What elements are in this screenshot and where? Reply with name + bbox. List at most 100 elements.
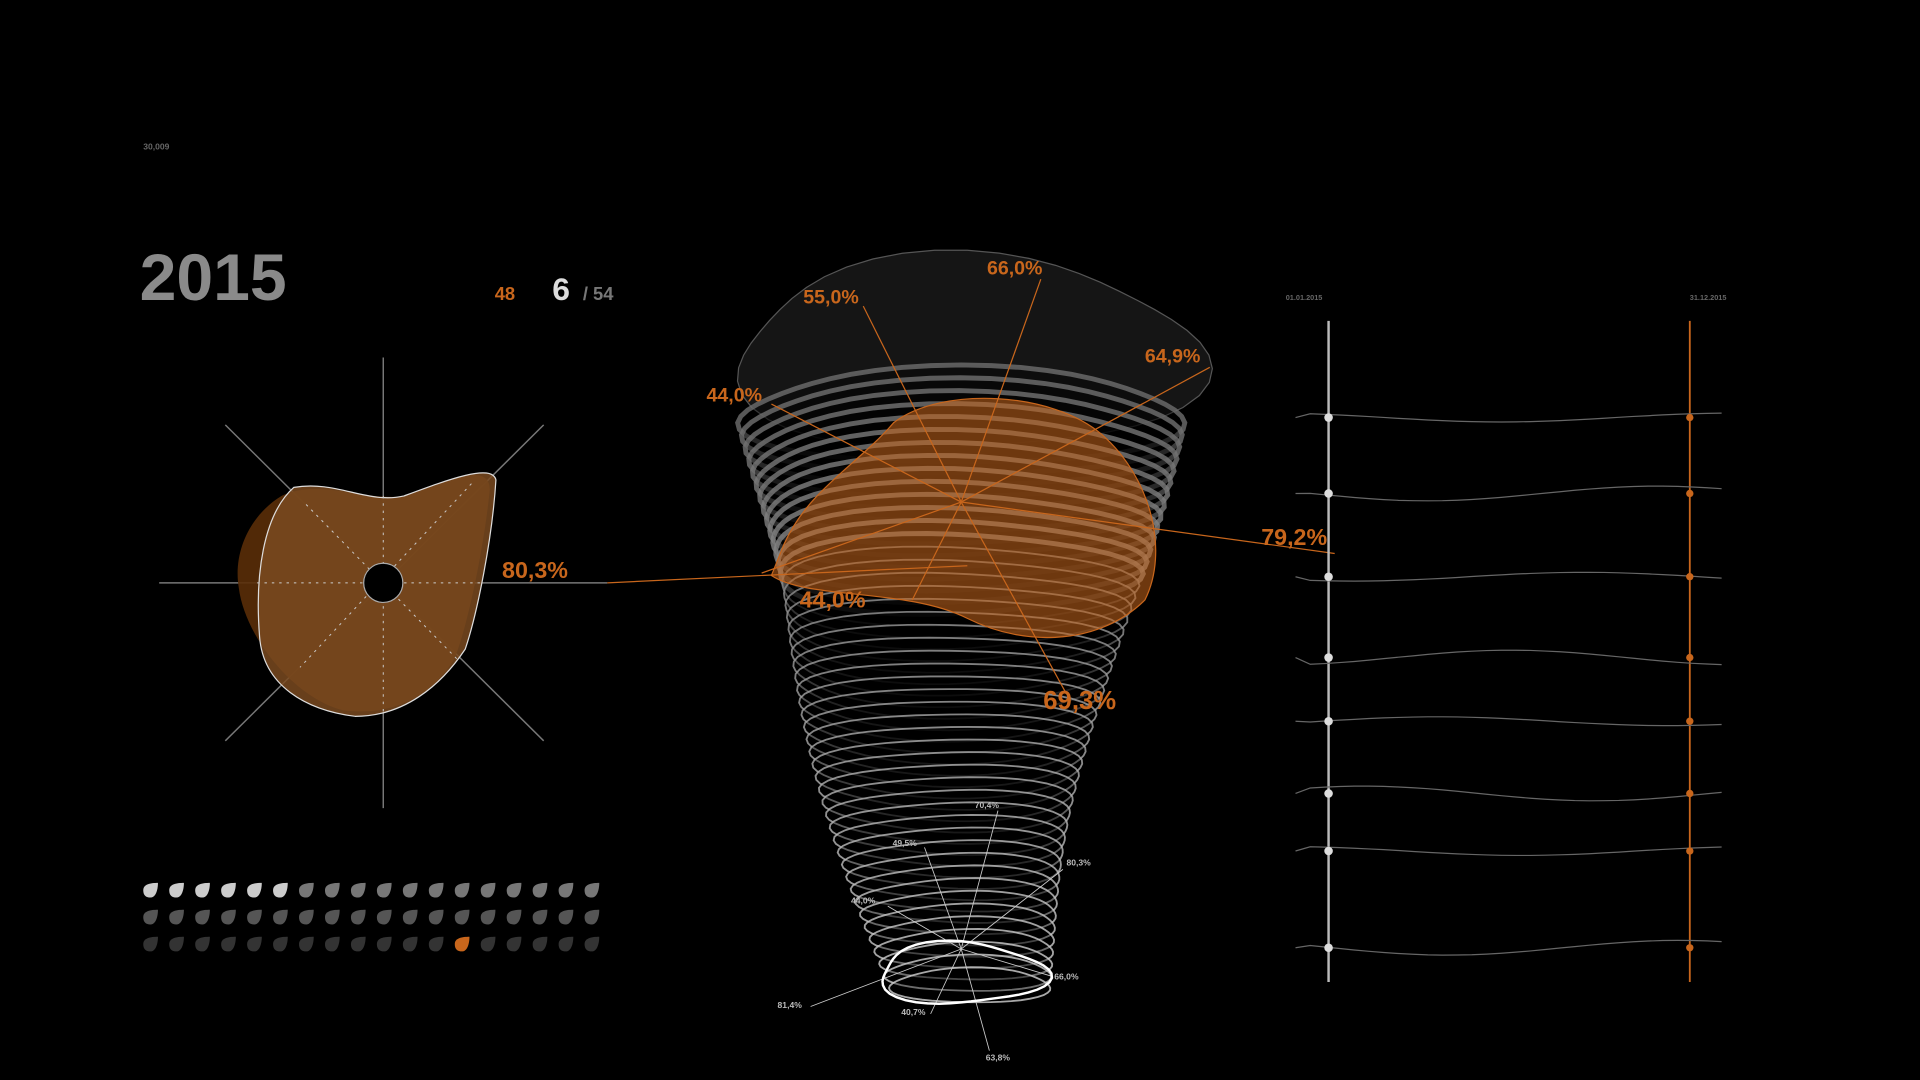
left-radial [159,357,608,809]
thumbnail [143,936,158,952]
timeline-wave [1295,785,1722,802]
tower-label: 69,3% [1043,687,1116,715]
thumbnail [376,882,392,898]
thumbnail [506,882,522,898]
thumbnail [299,909,314,925]
thumbnail [402,882,418,898]
end-dot [1686,489,1694,498]
thumbnail [558,882,574,898]
thumbnail [195,936,210,952]
tower-contour [849,864,1060,913]
year: 2015 [140,241,287,315]
bottom-spoke [924,847,962,950]
thumbnail [532,882,548,898]
radial-label: 80,3% [502,557,568,583]
tower-spoke [911,501,962,601]
timeline-wave [1295,485,1722,502]
bottom-label: 70,4% [975,800,1000,810]
thumbnail [273,936,288,952]
end-dot [1686,847,1694,855]
thumbnail [428,936,444,952]
tower-spoke [771,403,962,503]
tower-spoke [960,501,1066,693]
code: 30,009 [143,141,169,151]
tower-spoke [960,366,1211,503]
timeline-wave [1295,716,1722,727]
end-dot [1686,717,1694,725]
tower-label: 79,2% [1261,524,1327,550]
thumbnail [402,909,418,925]
thumbnail [402,936,418,952]
thumbnail [324,882,340,898]
bottom-label: 63,8% [986,1052,1011,1062]
thumbnail [221,882,236,898]
tower-label: 55,0% [803,287,859,309]
tower-spoke [960,278,1042,503]
tower-contour [796,662,1106,732]
tower-contour [805,713,1091,777]
thumbnail [324,936,340,952]
connector [607,565,968,584]
tower-contour [836,826,1064,879]
start-dot [1324,846,1333,856]
thumbnail [247,909,262,925]
thumbnail [299,882,314,898]
timeline-wave [1295,939,1722,956]
thumbnail [324,909,340,925]
thumbnail [454,882,470,898]
bottom-label: 44,0% [851,896,876,906]
start-dot [1324,413,1333,422]
thumbnail [558,936,574,952]
thumbnail [428,909,444,925]
thumbnail [169,936,184,952]
end-dot [1686,573,1694,581]
start-dot [1324,943,1333,953]
end-dot [1686,653,1694,662]
thumbnail [350,909,366,925]
tower-contour [873,927,1054,969]
tower-label: 66,0% [987,257,1043,279]
tower-spoke [761,501,962,574]
thumbnail [584,936,600,952]
thumbnail [247,936,262,952]
thumbnail [454,909,470,925]
timeline-wave [1295,649,1722,666]
start-dot [1324,572,1333,582]
thumbnail [195,882,210,898]
thumbnail [532,936,548,952]
bottom-label: 81,4% [778,1000,803,1010]
thumbnail [584,882,600,898]
current: 48 [495,283,515,304]
thumbnail [247,882,262,898]
thumbnail [169,882,184,898]
thumbnail [273,909,288,925]
thumbnail [558,909,574,925]
tower-spoke [862,305,962,503]
tower-contour [868,915,1055,958]
start-dot [1324,789,1333,798]
thumbnail [376,909,392,925]
thumbnail [584,909,600,925]
start-dot [1324,716,1333,726]
tower-label: 64,9% [1145,345,1201,367]
thumbnail [221,909,236,925]
tower-contour [845,851,1061,902]
tower-label: 44,0% [707,385,763,407]
thumbnail [195,909,210,925]
thumbnail [273,882,288,898]
total: / 54 [583,283,614,304]
thumbnail [506,936,522,952]
timeline-start: 01.01.2015 [1286,293,1323,302]
thumbnail [532,909,548,925]
tower [735,249,1335,1051]
thumbnail [350,882,366,898]
timeline-wave [1295,412,1722,423]
thumbnail [480,909,496,925]
timeline-wave [1295,571,1722,582]
end-dot [1686,789,1694,798]
tower-spoke [961,501,1335,555]
page: 6 [552,271,570,307]
tower-orange [770,397,1157,639]
tower-contour [854,877,1058,924]
